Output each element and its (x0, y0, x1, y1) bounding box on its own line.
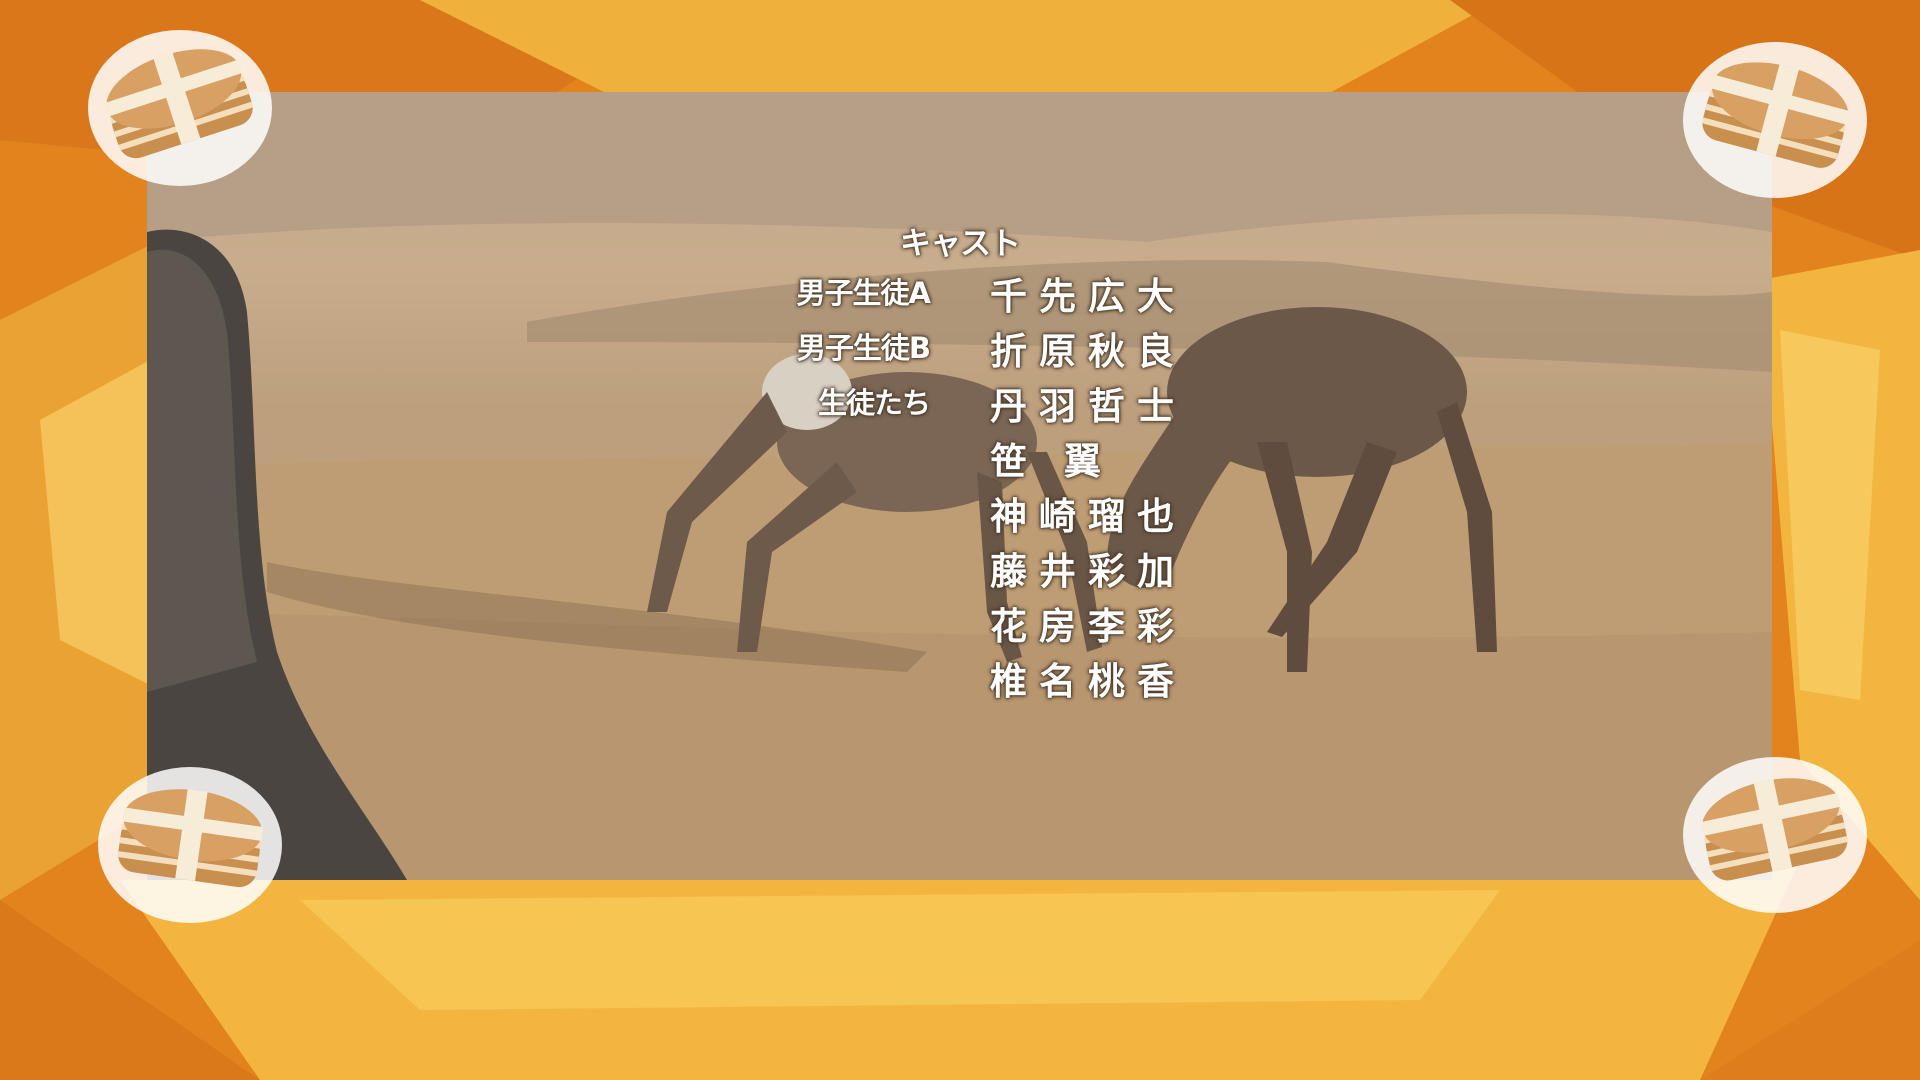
layered-cake-icon (85, 18, 275, 188)
layered-cake-icon (1680, 745, 1870, 915)
layered-cake-icon (1680, 30, 1870, 200)
deer-photo (147, 92, 1772, 880)
layered-cake-icon (95, 755, 285, 925)
